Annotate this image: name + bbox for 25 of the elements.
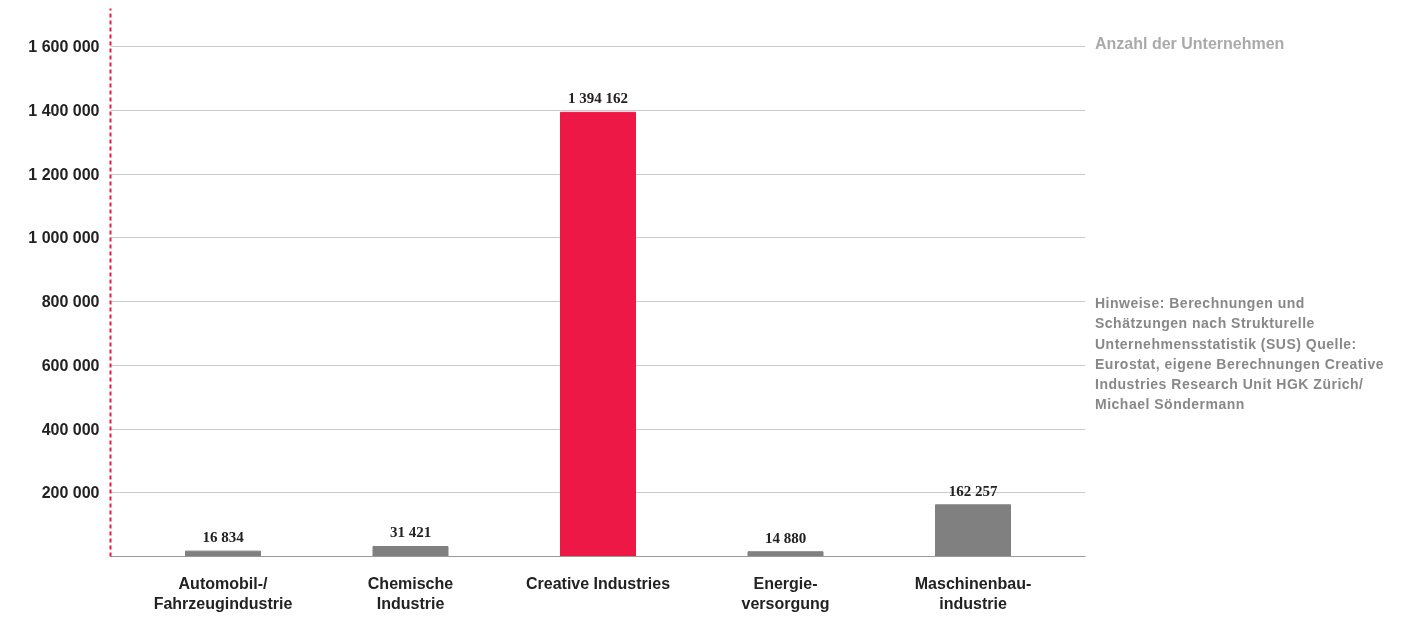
x-tick-label: Automobil-/ Fahrzeugindustrie	[153, 574, 293, 612]
y-tick-label: 1 400 000	[28, 101, 100, 119]
x-tick-label: Creative Industries	[525, 574, 671, 592]
bar	[185, 550, 261, 557]
x-tick-label: Chemische Industrie	[367, 574, 454, 612]
y-tick-label: 400 000	[41, 420, 100, 438]
data-label: 162 257	[948, 482, 998, 499]
y-tick-label: 200 000	[41, 484, 100, 502]
bar	[935, 504, 1011, 557]
y-tick-label: 800 000	[41, 293, 100, 311]
text: Anzahl der Unternehmen	[1095, 34, 1286, 54]
bar	[560, 111, 636, 557]
data-label: 16 834	[202, 529, 245, 546]
data-label: 31 421	[389, 524, 432, 541]
data-label: 14 880	[764, 529, 807, 546]
x-tick-label: Energie- versorgung	[741, 574, 830, 612]
x-tick-label: Maschinenbau- industrie	[914, 574, 1032, 612]
y-tick-label: 1 600 000	[28, 38, 100, 56]
y-tick-label: 600 000	[41, 356, 100, 374]
y-tick-label: 1 200 000	[28, 165, 100, 183]
y-tick-label: 1 000 000	[28, 229, 100, 247]
bar	[747, 551, 824, 557]
data-label: 1 394 162	[568, 90, 628, 107]
bar	[372, 545, 449, 557]
text: Hinweise: Berechnungen und Schätzungen nach Strukturelle Unternehmensstatistik (SUS) Quelle: Eurostat, eigene Berechnungen Creative Industries Research Unit HGK Zürich/ Michael Söndermann	[1095, 294, 1385, 415]
